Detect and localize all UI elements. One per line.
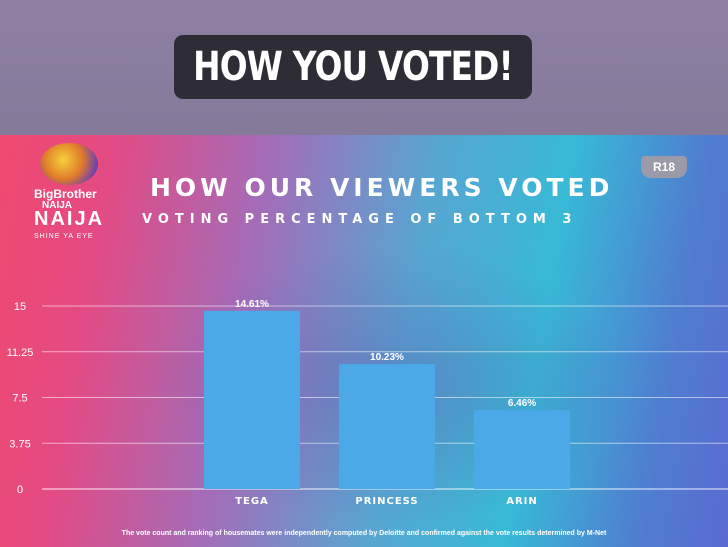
logo-eye-icon [40, 143, 98, 185]
chart-slide: BigBrother NAIJA NAIJA SHINE YA EYE R18 … [0, 135, 728, 547]
caption-pill: HOW YOU VOTED! [174, 35, 532, 99]
bar [339, 364, 435, 489]
bar [474, 410, 570, 489]
top-band: HOW YOU VOTED! [0, 0, 728, 135]
x-tick-label: PRINCESS [355, 496, 418, 507]
y-tick-label: 3.75 [9, 438, 30, 450]
data-label: 6.46% [508, 398, 536, 409]
y-tick-label: 15 [14, 301, 26, 313]
y-tick-label: 0 [17, 484, 23, 496]
y-tick-label: 11.25 [7, 347, 34, 359]
x-tick-label: ARIN [506, 496, 538, 507]
chart-title: HOW OUR VIEWERS VOTED [150, 173, 614, 202]
y-tick-label: 7.5 [12, 393, 27, 405]
footnote: The vote count and ranking of housemates… [121, 530, 607, 537]
chart-subtitle: VOTING PERCENTAGE OF BOTTOM 3 [142, 212, 578, 227]
bar-chart: 0 3.75 7.5 11.25 15 14.61% TEGA 10.23% PRINCESS 6… [7, 299, 728, 507]
logo-line-1: BigBrother [34, 187, 97, 201]
big-brother-naija-logo: BigBrother NAIJA NAIJA SHINE YA EYE [34, 143, 114, 243]
logo-line-2: NAIJA [42, 200, 73, 211]
x-tick-label: TEGA [235, 496, 269, 507]
caption-text: HOW YOU VOTED! [193, 44, 513, 90]
logo-line-4: SHINE YA EYE [34, 233, 94, 240]
logo-line-3: NAIJA [34, 208, 105, 230]
bar [204, 310, 300, 489]
data-label: 14.61% [235, 299, 269, 310]
rating-badge: R18 [641, 156, 687, 178]
data-label: 10.23% [370, 352, 404, 363]
